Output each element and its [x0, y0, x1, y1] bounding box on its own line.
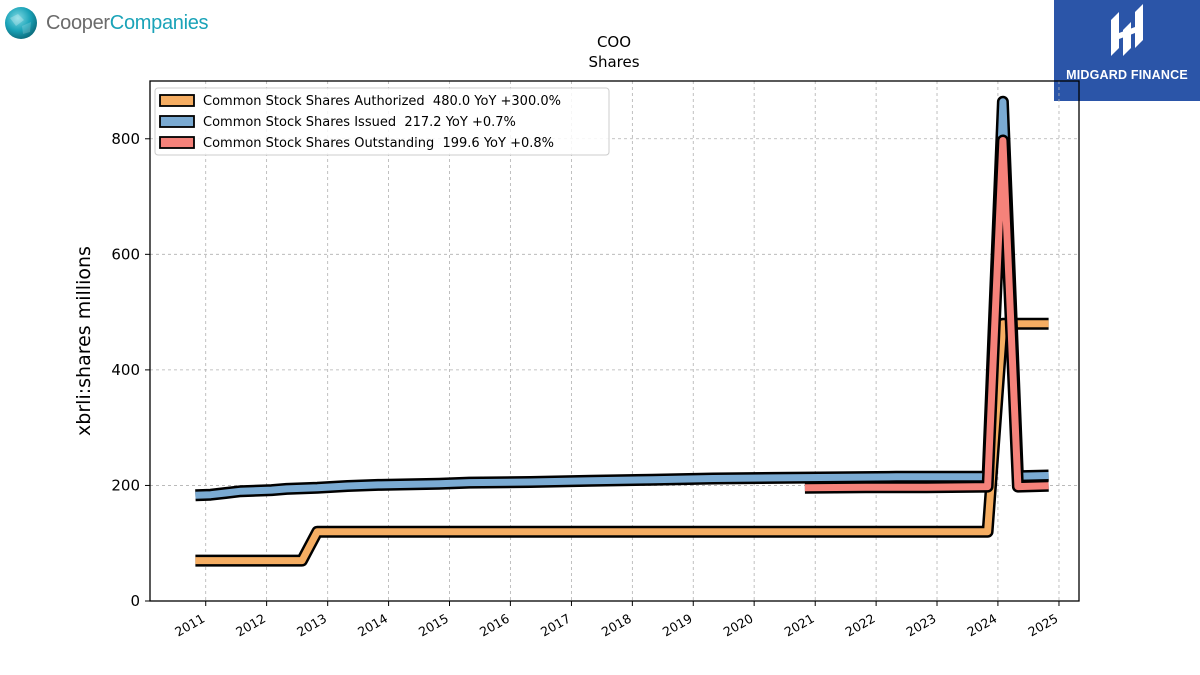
grid-lines — [150, 81, 1079, 601]
x-tick-label: 2024 — [964, 611, 999, 640]
plot-frame — [149, 80, 1080, 602]
y-axis: 0 200 400 600 800 — [111, 130, 150, 610]
x-tick-label: 2014 — [355, 611, 390, 640]
cooper-wordmark: CooperCompanies — [46, 11, 209, 34]
x-tick-label: 2023 — [903, 611, 938, 640]
x-tick-label: 2020 — [721, 611, 756, 640]
cooper-companies-logo: CooperCompanies — [4, 4, 209, 42]
chart-subtitle: Shares — [588, 53, 639, 71]
midgard-finance-logo: MIDGARD FINANCE — [1054, 0, 1200, 101]
x-tick-label: 2011 — [172, 611, 207, 640]
series-line-0 — [195, 320, 1049, 565]
y-tick-label: 200 — [111, 476, 140, 494]
x-tick-label: 2017 — [538, 611, 573, 640]
midgard-emblem-icon — [1111, 4, 1143, 56]
legend-swatch-2 — [159, 136, 195, 149]
legend: Common Stock Shares Authorized 480.0 YoY… — [154, 87, 610, 156]
x-tick-label: 2015 — [416, 611, 451, 640]
y-tick-label: 600 — [111, 245, 140, 263]
legend-entry-2: Common Stock Shares Outstanding 199.6 Yo… — [203, 136, 554, 151]
series-line-1 — [195, 98, 1049, 499]
x-tick-label: 2018 — [599, 611, 634, 640]
y-tick-label: 0 — [130, 592, 140, 610]
series-lines — [195, 95, 1049, 567]
legend-swatch-0 — [159, 94, 195, 107]
x-tick-label: 2016 — [477, 611, 512, 640]
x-tick-label: 2019 — [660, 611, 695, 640]
x-axis: 2011 2012 2013 2014 2015 2016 2017 2018 2019 2020… — [172, 601, 1060, 640]
legend-swatch-1 — [159, 115, 195, 128]
legend-entry-1: Common Stock Shares Issued 217.2 YoY +0.… — [203, 115, 516, 130]
chart-title: COO — [597, 33, 631, 51]
x-tick-label: 2012 — [233, 611, 268, 640]
series-line-2 — [804, 137, 1049, 492]
cooper-globe-icon — [5, 7, 37, 39]
x-tick-label: 2021 — [782, 611, 817, 640]
legend-entry-0: Common Stock Shares Authorized 480.0 YoY… — [203, 94, 561, 109]
series-outline-1 — [195, 95, 1049, 502]
x-tick-label: 2022 — [843, 611, 878, 640]
x-tick-label: 2013 — [294, 611, 329, 640]
x-tick-label: 2025 — [1025, 611, 1060, 640]
y-tick-label: 800 — [111, 130, 140, 148]
midgard-wordmark: MIDGARD FINANCE — [1066, 68, 1188, 82]
y-tick-label: 400 — [111, 361, 140, 379]
y-axis-label: xbrli:shares millions — [73, 246, 95, 436]
series-outline-0 — [195, 317, 1049, 567]
legend-box — [154, 87, 610, 156]
